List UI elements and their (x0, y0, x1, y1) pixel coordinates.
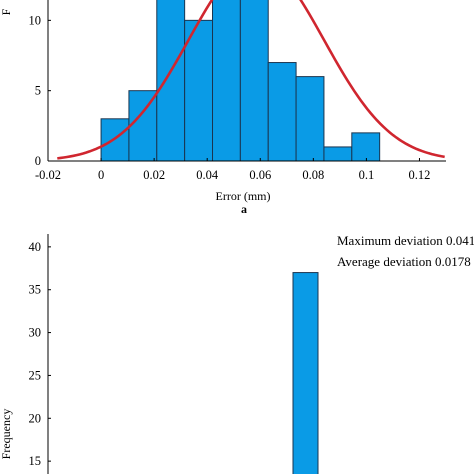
histogram-bar (351, 132, 381, 162)
y-tick-label-b: 30 (29, 326, 42, 340)
histogram-bar (212, 0, 241, 162)
annotation-average-deviation: Average deviation 0.0178 (337, 254, 471, 269)
histogram-bar (323, 146, 353, 162)
annotation-max-deviation: Maximum deviation 0.0415 (337, 233, 474, 248)
histogram-bars (100, 0, 381, 162)
x-tick-label: 0.12 (409, 168, 431, 182)
histogram-bars-b (292, 272, 319, 474)
panel-label-a: a (241, 202, 247, 216)
y-tick-label-b: 40 (29, 240, 42, 254)
normal-fit-curve (57, 0, 445, 160)
x-tick-label: 0.04 (196, 168, 219, 182)
y-tick-label-b: 35 (29, 283, 42, 297)
histogram-bar (292, 272, 319, 474)
histogram-bar (295, 76, 325, 162)
x-tick-label: 0 (98, 168, 104, 182)
y-tick-label: 5 (35, 84, 41, 98)
x-tick-label: 0.06 (249, 168, 271, 182)
x-axis-ticks: -0.02 0 0.02 0.04 0.06 0.08 0.1 0.12 (35, 158, 430, 182)
y-tick-label: 10 (29, 13, 42, 27)
histogram-panel-b: 15 20 25 30 35 40 Frequency Maximum deviation… (0, 233, 474, 474)
y-tick-label-b: 20 (29, 411, 42, 425)
x-axis-label: Error (mm) (216, 189, 271, 203)
x-tick-label: 0.08 (302, 168, 324, 182)
y-tick-label: 0 (35, 154, 41, 168)
histogram-bar (267, 62, 297, 162)
histogram-bar (128, 90, 158, 162)
y-tick-label-b: 25 (29, 368, 42, 382)
x-tick-label: 0.1 (359, 168, 375, 182)
y-axis-ticks-b: 15 20 25 30 35 40 (29, 240, 51, 468)
y-tick-label-b: 15 (29, 454, 42, 468)
y-axis-label-b: Frequency (0, 409, 13, 460)
y-axis-ticks: 0 5 10 (29, 13, 51, 168)
x-tick-label: 0.02 (143, 168, 165, 182)
x-tick-label: -0.02 (35, 168, 61, 182)
histogram-bar (239, 0, 269, 162)
y-axis-label: F (0, 8, 13, 15)
histogram-bar (156, 0, 186, 162)
